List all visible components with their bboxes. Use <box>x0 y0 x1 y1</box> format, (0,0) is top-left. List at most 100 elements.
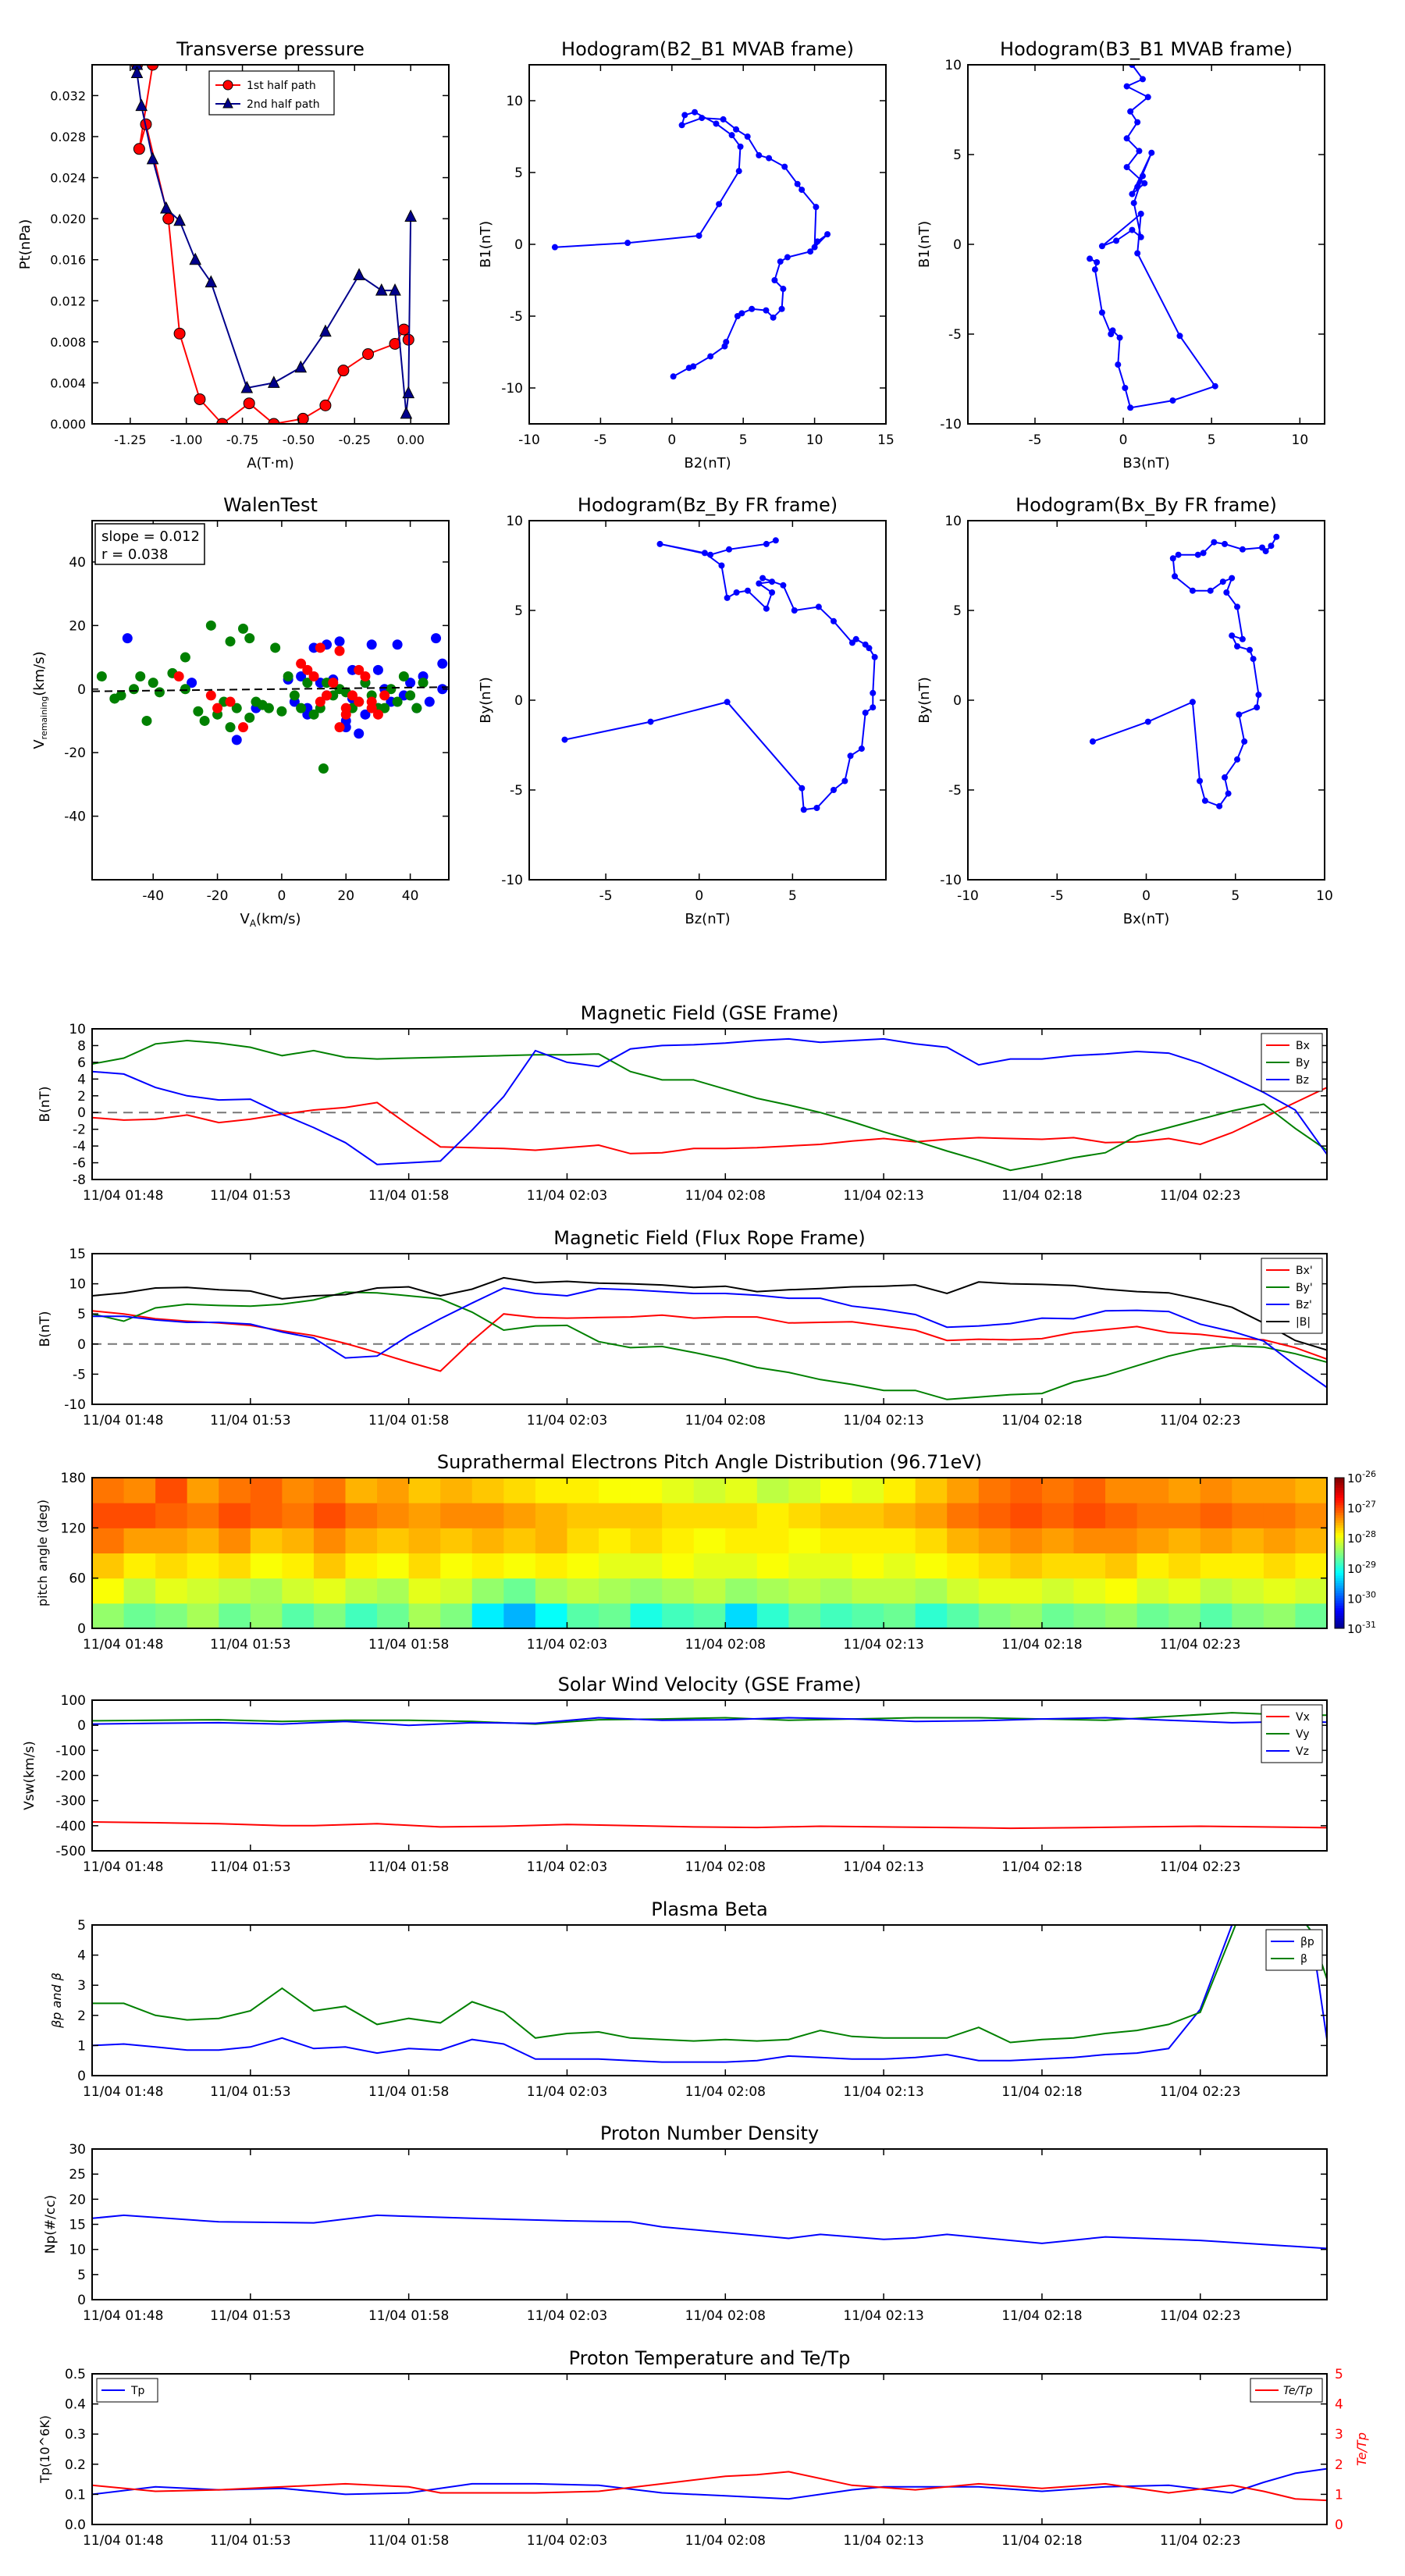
hodo_b2b1-point <box>794 180 801 187</box>
pad-cell <box>884 1603 916 1628</box>
pad-cell <box>788 1553 821 1579</box>
hodo_bzby-point <box>815 603 822 610</box>
walen-point <box>405 690 416 701</box>
colorbar-segment <box>1335 1550 1344 1553</box>
pad-cell <box>1073 1528 1106 1553</box>
velocity-panel: Solar Wind Velocity (GSE Frame)11/04 01:… <box>22 1674 1328 1875</box>
beta-ytick-label: 4 <box>77 1948 86 1964</box>
hodo_bxby-point <box>1219 578 1226 585</box>
hodo_b2b1-point <box>720 116 727 123</box>
pad-panel: Suprathermal Electrons Pitch Angle Distr… <box>35 1451 1376 1653</box>
pad-cell <box>630 1503 663 1528</box>
pad-cell <box>978 1528 1011 1553</box>
velocity-ytick-label: 100 <box>61 1693 86 1709</box>
pad-xtick-label: 11/04 01:53 <box>210 1637 290 1653</box>
pad-cell <box>630 1603 663 1628</box>
pad-cell <box>820 1503 853 1528</box>
annotation-r: r = 0.038 <box>101 546 168 563</box>
pad-cell <box>1105 1503 1138 1528</box>
colorbar-segment <box>1335 1495 1344 1499</box>
temperature-right-tick: 5 <box>1335 2367 1343 2382</box>
hodo_b3b1-ylabel: B1(nT) <box>916 221 933 268</box>
pad-cell <box>599 1578 631 1604</box>
hodo_b2b1-point <box>814 238 821 245</box>
pad-cell <box>471 1478 504 1503</box>
hodo_b2b1-point <box>721 343 728 350</box>
mag_gse-xtick-label: 11/04 01:58 <box>368 1188 449 1204</box>
hodo_bxby-point <box>1247 646 1254 653</box>
temperature-ytick-label: 0.1 <box>65 2487 86 2503</box>
pad-cell <box>155 1553 188 1579</box>
hodo_bzby-title: Hodogram(Bz_By FR frame) <box>578 494 838 516</box>
pad-cell <box>408 1578 441 1604</box>
hodo_b2b1-point <box>670 373 677 380</box>
pad-cell <box>756 1528 789 1553</box>
pad-cell <box>1232 1478 1264 1503</box>
colorbar-segment <box>1335 1490 1344 1493</box>
beta-ytick-label: 2 <box>77 2008 86 2024</box>
hodo_bxby-point <box>1239 635 1246 642</box>
hodo_bxby-xtick-label: 0 <box>1142 888 1151 904</box>
colorbar-segment <box>1335 1613 1344 1617</box>
pad-cell <box>884 1478 916 1503</box>
mag_fr-legend: Bx' By' Bz' |B| <box>1261 1258 1323 1334</box>
colorbar-segment <box>1335 1497 1344 1501</box>
pad-cell <box>662 1528 695 1553</box>
pad-cell <box>187 1503 219 1528</box>
hodo_b2b1-point <box>735 168 742 175</box>
colorbar-segment <box>1335 1563 1344 1567</box>
legend-label: Bx <box>1296 1040 1310 1052</box>
velocity-xtick-label: 11/04 02:13 <box>843 1859 923 1875</box>
temperature-plot-area <box>92 2467 1327 2502</box>
hodo_b3b1-point <box>1094 259 1101 265</box>
walen-point <box>318 763 329 774</box>
colorbar-segment <box>1335 1482 1344 1486</box>
pad-cell <box>852 1578 884 1604</box>
beta-xtick-label: 11/04 01:53 <box>210 2084 290 2100</box>
hodo_b2b1-title: Hodogram(B2_B1 MVAB frame) <box>561 38 854 60</box>
pad-cell <box>1168 1603 1201 1628</box>
transverse-axes: -1.25 -1.00 -0.75 -0.50 -0.25 0.00 0.000 0.004 0… <box>50 65 449 447</box>
walen-point <box>212 703 223 713</box>
hodo_bxby-point <box>1273 533 1280 540</box>
legend-label: βp <box>1300 1936 1314 1948</box>
hodo_bzby-point <box>870 704 877 711</box>
walen-xtick-label: 0 <box>277 888 286 904</box>
hodo_b2b1-panel: Hodogram(B2_B1 MVAB frame)-10 -5 0 5 10 15-10… <box>478 38 895 471</box>
transverse-point-first <box>173 327 186 340</box>
pad-cell <box>630 1578 663 1604</box>
hodo_bzby-point <box>871 653 878 660</box>
hodo_b3b1-point <box>1127 404 1134 411</box>
colorbar-segment <box>1335 1585 1344 1589</box>
colorbar-segment <box>1335 1583 1344 1586</box>
hodo_b2b1-point <box>771 277 778 283</box>
walen-point <box>366 639 377 650</box>
temperature-xtick-label: 11/04 02:18 <box>1001 2533 1082 2549</box>
legend-label: 2nd half path <box>247 98 320 111</box>
hodo_b2b1-point <box>749 305 756 312</box>
pad-cell <box>123 1553 156 1579</box>
colorbar-segment <box>1335 1478 1344 1481</box>
hodo_bzby-point <box>799 785 806 792</box>
velocity-ytick-label: 0 <box>77 1718 86 1734</box>
pad-cell <box>599 1503 631 1528</box>
mag_fr-xtick-label: 11/04 02:03 <box>527 1413 607 1429</box>
colorbar-segment <box>1335 1596 1344 1599</box>
hodo_b2b1-point <box>737 143 744 150</box>
pad-cell <box>1263 1553 1296 1579</box>
colorbar-segment <box>1335 1522 1344 1526</box>
mag_gse-legend: Bx By Bz <box>1261 1033 1323 1092</box>
colorbar-segment <box>1335 1553 1344 1557</box>
transverse-point-first <box>297 412 309 424</box>
hodo_bxby-title: Hodogram(Bx_By FR frame) <box>1016 494 1277 516</box>
hodo_bxby-point <box>1200 550 1207 557</box>
hodo_bzby-plot-area <box>561 537 878 813</box>
beta-xtick-label: 11/04 01:58 <box>368 2084 449 2100</box>
hodo_bzby-ytick-label: 0 <box>514 693 523 709</box>
pad-cell <box>884 1578 916 1604</box>
colorbar-segment <box>1335 1493 1344 1496</box>
colorbar-segment <box>1335 1557 1344 1561</box>
mag_fr-xtick-label: 11/04 01:58 <box>368 1413 449 1429</box>
pad-xtick-label: 11/04 02:23 <box>1160 1637 1240 1653</box>
